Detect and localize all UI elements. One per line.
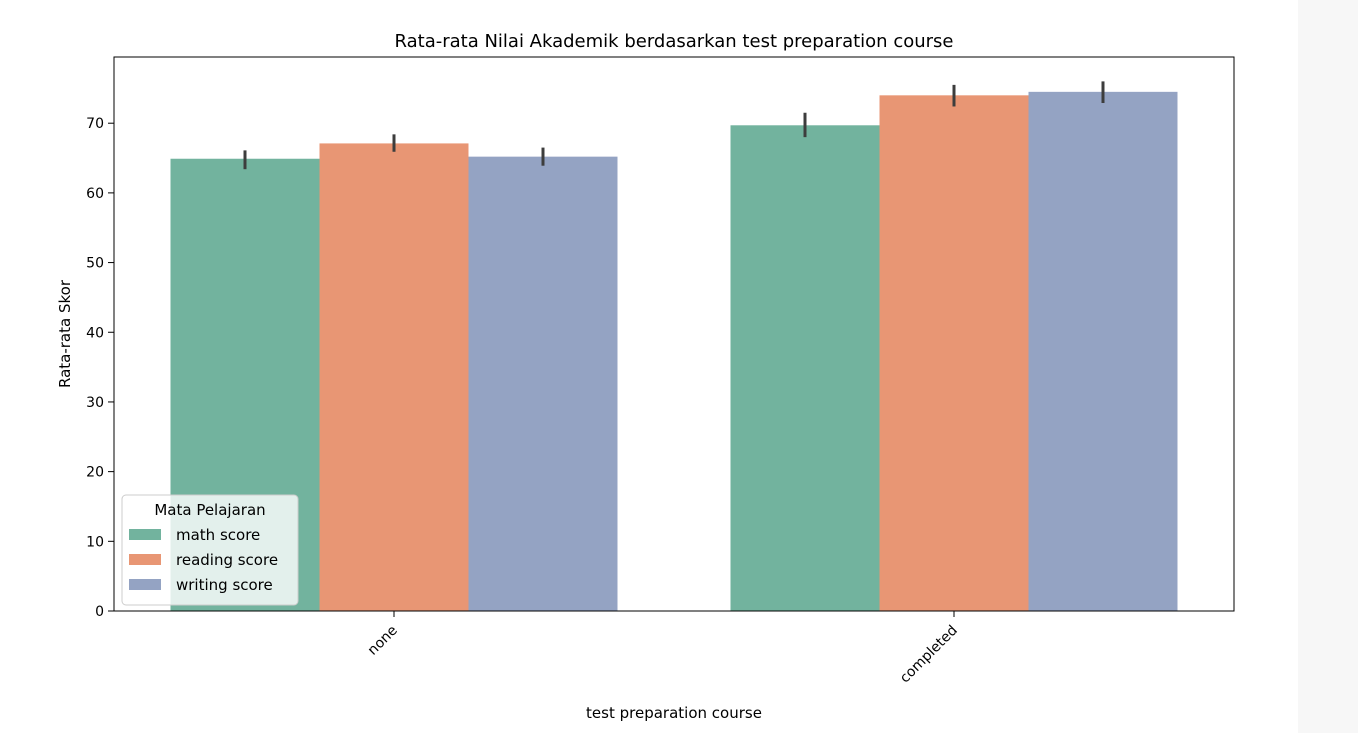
- y-tick-label: 70: [86, 116, 104, 132]
- chart-title: Rata-rata Nilai Akademik berdasarkan tes…: [395, 31, 954, 52]
- y-tick-label: 40: [86, 325, 104, 341]
- x-axis: none completed: [365, 611, 961, 686]
- bar-completed-writing-score: [1028, 91, 1178, 611]
- y-axis: 0 10 20 30 40 50 60 70: [86, 116, 114, 620]
- y-tick-label: 30: [86, 395, 104, 411]
- y-tick-label: 60: [86, 186, 104, 202]
- error-bars: [243, 81, 1105, 170]
- legend-swatch-reading-score: [129, 554, 161, 565]
- legend-title: Mata Pelajaran: [154, 501, 265, 519]
- plot-bars: [170, 91, 1178, 612]
- background-strip: [1298, 0, 1358, 733]
- y-tick-label: 20: [86, 465, 104, 481]
- legend-items: math score reading score writing score: [129, 526, 278, 594]
- x-tick-label-none: none: [365, 623, 401, 659]
- legend-label-reading-score: reading score: [176, 551, 278, 569]
- x-tick-label-completed: completed: [897, 623, 961, 687]
- legend-box: [121, 494, 299, 606]
- y-axis-label: Rata-rata Skor: [56, 279, 74, 388]
- bar-none-writing-score: [468, 156, 618, 611]
- y-tick-label: 50: [86, 256, 104, 272]
- plot-frame: [113, 56, 1235, 612]
- legend-swatch-writing-score: [129, 579, 161, 590]
- legend-label-math-score: math score: [176, 526, 260, 544]
- y-tick-label: 10: [86, 534, 104, 550]
- y-tick-label: 0: [95, 604, 104, 620]
- legend: Mata Pelajaran math score reading score wr…: [121, 494, 299, 606]
- bar-none-reading-score: [319, 143, 469, 611]
- legend-label-writing-score: writing score: [176, 576, 273, 594]
- bar-completed-math-score: [730, 125, 880, 612]
- legend-swatch-math-score: [129, 529, 161, 540]
- x-axis-label: test preparation course: [586, 704, 762, 722]
- bar-completed-reading-score: [879, 95, 1029, 612]
